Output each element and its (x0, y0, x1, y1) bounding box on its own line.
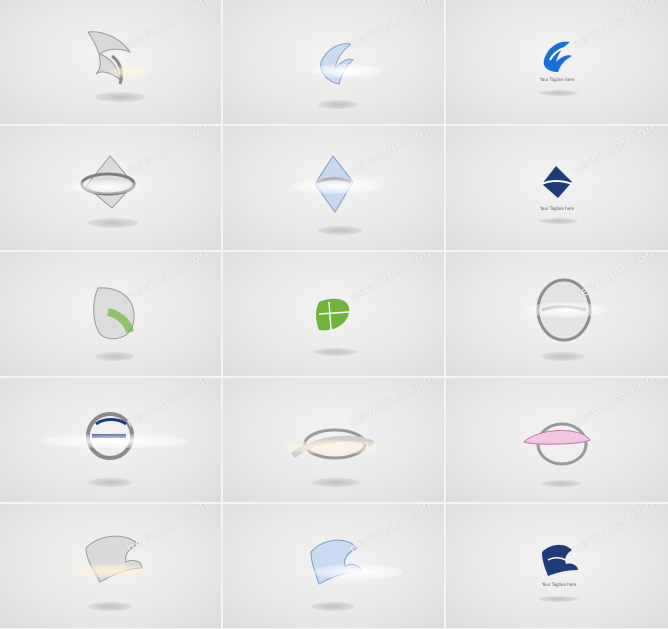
logo-shadow (95, 92, 145, 102)
logo-shadow (538, 218, 578, 224)
frame-leaf-2: newcger.com (223, 252, 444, 376)
frame-diamond-2: newcger.com (223, 126, 444, 250)
logo-shadow (88, 602, 132, 611)
leaf-logo-green (316, 298, 350, 331)
frame-wing-3: Your Tagline here newcger.com (446, 0, 668, 124)
logo-shadow (538, 90, 578, 96)
frame-wing-2: newcger.com (223, 0, 444, 124)
frame-wing-1: newcger.com (0, 0, 221, 124)
frame-car-2: newcger.com (446, 378, 668, 502)
frame-dragon-3: Your Tagline here newcger.com (446, 504, 668, 628)
leaf-logo-metal (93, 287, 135, 340)
tagline: Your Tagline here (540, 206, 575, 211)
car-logo-color (523, 422, 591, 466)
frame-car-1: newcger.com (223, 378, 444, 502)
logo-shadow (318, 100, 358, 109)
logo-shadow (538, 596, 578, 602)
frame-ring-2: newcger.com (0, 378, 221, 502)
logo-shadow (95, 352, 135, 361)
logo-shadow (311, 478, 361, 487)
logo-shadow (541, 352, 585, 361)
logo-shadow (88, 218, 138, 228)
frame-diamond-3: Your Tagline here newcger.com (446, 126, 668, 250)
frame-ring-1: newcger.com (446, 252, 668, 376)
frame-dragon-1: newcger.com (0, 504, 221, 628)
logo-shadow (313, 348, 357, 356)
dragon-logo-navy (542, 544, 578, 576)
logo-shadow (88, 478, 132, 487)
frame-dragon-2: newcger.com (223, 504, 444, 628)
tagline: Your Tagline here (540, 77, 575, 82)
frame-leaf-1: newcger.com (0, 252, 221, 376)
wing-logo-blue (543, 41, 572, 72)
logo-shadow (318, 226, 362, 235)
frame-diamond-1: newcger.com (0, 126, 221, 250)
diamond-logo-navy (541, 166, 573, 198)
logo-shadow (311, 602, 355, 611)
logo-shadow (541, 480, 581, 487)
tagline: Your Tagline here (542, 582, 577, 587)
